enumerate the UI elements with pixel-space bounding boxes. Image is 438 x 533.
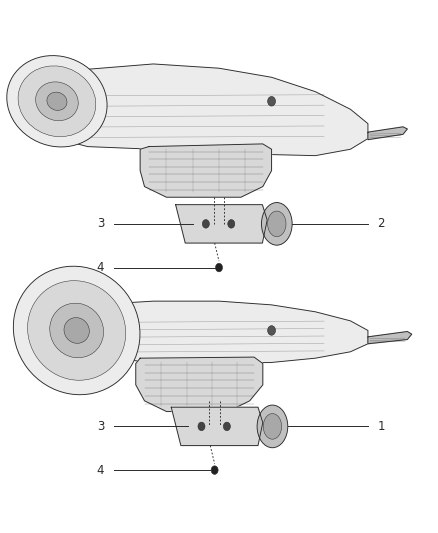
Ellipse shape [18,66,96,136]
Ellipse shape [263,414,282,439]
Ellipse shape [211,466,218,474]
Ellipse shape [228,220,235,228]
Ellipse shape [13,266,140,395]
Ellipse shape [215,263,223,272]
Polygon shape [110,301,368,364]
Ellipse shape [28,281,126,380]
Polygon shape [171,407,263,446]
Ellipse shape [268,211,286,237]
Text: 2: 2 [378,217,385,230]
Polygon shape [368,332,412,344]
Polygon shape [57,64,368,156]
Ellipse shape [198,422,205,431]
Ellipse shape [268,326,276,335]
Text: 3: 3 [97,420,104,433]
Text: 3: 3 [97,217,104,230]
Text: 1: 1 [378,420,385,433]
Ellipse shape [257,405,288,448]
Polygon shape [368,127,407,140]
Text: 4: 4 [97,464,104,477]
Ellipse shape [202,220,209,228]
Ellipse shape [50,303,103,358]
Text: 4: 4 [97,261,104,274]
Ellipse shape [261,203,292,245]
Ellipse shape [7,55,107,147]
Ellipse shape [64,318,89,343]
Ellipse shape [47,92,67,110]
Ellipse shape [268,96,276,106]
Polygon shape [176,205,267,243]
Ellipse shape [223,422,230,431]
Polygon shape [140,144,272,197]
Polygon shape [136,357,263,411]
Ellipse shape [35,82,78,120]
